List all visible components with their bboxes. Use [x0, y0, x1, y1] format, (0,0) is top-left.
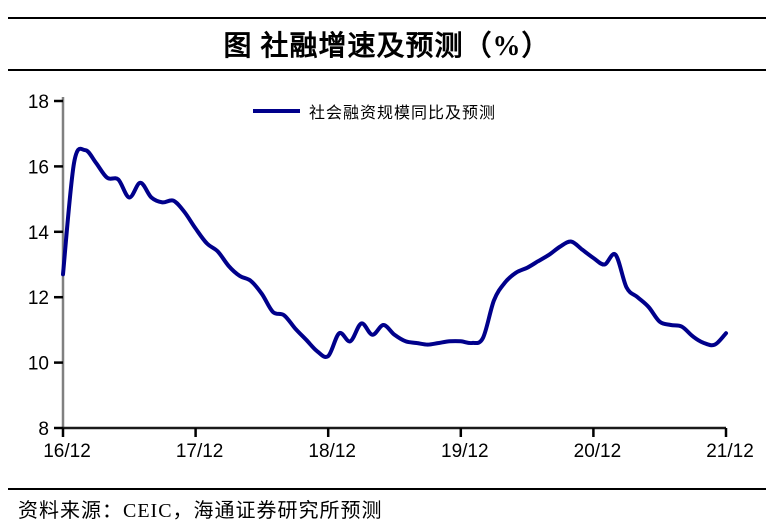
x-tick-label: 20/12: [574, 441, 622, 462]
legend: 社会融资规模同比及预测: [253, 99, 496, 123]
x-tick-label: 17/12: [176, 441, 224, 462]
legend-label: 社会融资规模同比及预测: [309, 105, 497, 122]
x-tick-label: 16/12: [43, 441, 91, 462]
y-tick-label: 12: [28, 288, 49, 309]
x-tick-label: 21/12: [706, 441, 754, 462]
legend-line-swatch: [253, 109, 300, 113]
source-text: 资料来源：CEIC，海通证券研究所预测: [18, 500, 383, 522]
y-tick-label: 16: [28, 157, 49, 178]
y-tick-label: 18: [28, 92, 49, 113]
top-border-rule: [8, 17, 766, 19]
title-underline-rule: [8, 69, 766, 71]
x-tick-label: 19/12: [441, 441, 489, 462]
y-tick-label: 10: [28, 354, 49, 375]
y-tick-label: 14: [28, 223, 50, 244]
series-line: [61, 146, 728, 359]
bottom-border-rule: [8, 488, 766, 490]
chart-title: 图 社融增速及预测（%）: [223, 31, 551, 62]
x-tick-label: 18/12: [308, 441, 356, 462]
y-tick-label: 8: [38, 419, 49, 440]
